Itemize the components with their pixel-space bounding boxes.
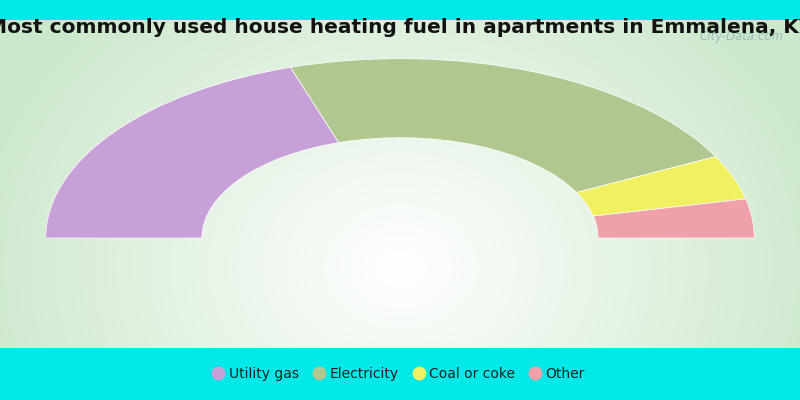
Text: City-Data.com: City-Data.com (700, 30, 784, 43)
Legend: Utility gas, Electricity, Coal or coke, Other: Utility gas, Electricity, Coal or coke, … (208, 360, 592, 388)
Wedge shape (290, 58, 716, 192)
Wedge shape (577, 156, 746, 216)
Text: Most commonly used house heating fuel in apartments in Emmalena, KY: Most commonly used house heating fuel in… (0, 18, 800, 37)
Wedge shape (46, 67, 338, 238)
Wedge shape (594, 199, 754, 238)
